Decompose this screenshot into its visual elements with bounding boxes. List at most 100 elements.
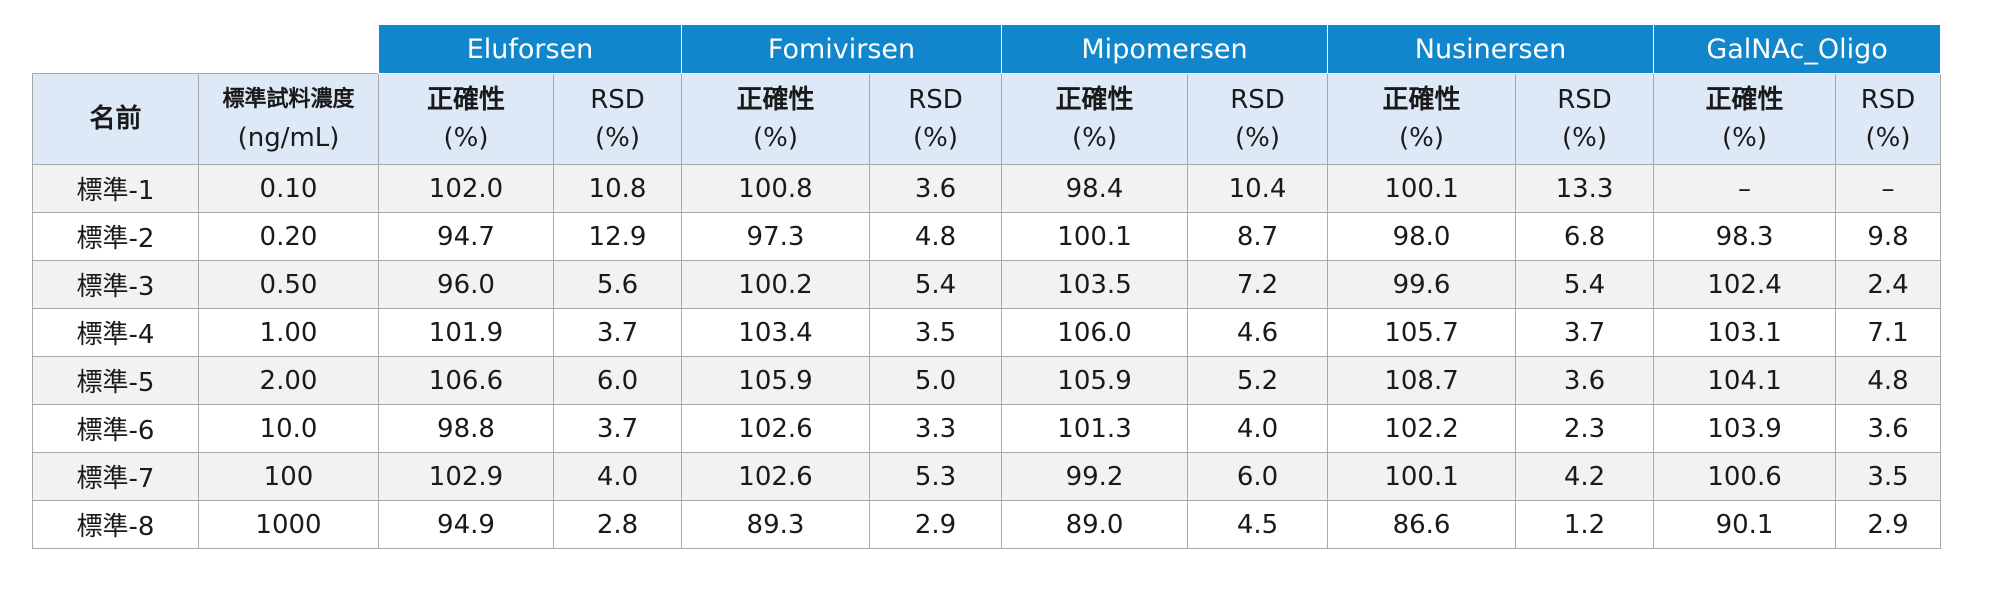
rsd-cell: 3.3 — [868, 404, 1003, 453]
accuracy-cell: 98.0 — [1327, 212, 1517, 261]
standard-name-cell: 標準-7 — [32, 452, 199, 501]
accuracy-header-label: 正確性 — [1705, 85, 1784, 115]
table-row: 標準-4 1.00 101.9 3.7 103.4 3.5 106.0 4.6 105.7 3.7… — [32, 308, 1942, 357]
concentration-cell: 10.0 — [198, 404, 379, 453]
accuracy-header-label: 正確性 — [736, 85, 815, 115]
accuracy-cell: 102.4 — [1653, 260, 1837, 309]
accuracy-cell: 98.4 — [1001, 164, 1189, 213]
table-row: 標準-1 0.10 102.0 10.8 100.8 3.6 98.4 10.4 100.1 13… — [32, 164, 1942, 213]
standard-name-cell: 標準-3 — [32, 260, 199, 309]
rsd-column-header: RSD (%) — [1187, 73, 1329, 165]
standard-name-cell: 標準-1 — [32, 164, 199, 213]
standard-name-cell: 標準-4 — [32, 308, 199, 357]
accuracy-header-label: 正確性 — [1055, 85, 1134, 115]
concentration-cell: 0.50 — [198, 260, 379, 309]
rsd-header-label: RSD — [908, 85, 963, 115]
concentration-cell: 1000 — [198, 500, 379, 549]
concentration-column-header: 標準試料濃度 (ng/mL) — [198, 73, 379, 165]
accuracy-header-label: 正確性 — [426, 85, 505, 115]
accuracy-cell: 100.1 — [1327, 452, 1517, 501]
rsd-cell: 3.7 — [553, 404, 682, 453]
accuracy-cell: 89.0 — [1001, 500, 1189, 549]
rsd-cell: 1.2 — [1515, 500, 1655, 549]
accuracy-header-unit: (%) — [753, 123, 798, 153]
accuracy-cell: 102.9 — [378, 452, 554, 501]
rsd-header-unit: (%) — [595, 123, 640, 153]
rsd-cell: 4.2 — [1515, 452, 1655, 501]
table-row: 標準-8 1000 94.9 2.8 89.3 2.9 89.0 4.5 86.6 1.2 90.1… — [32, 500, 1942, 549]
rsd-header-unit: (%) — [1562, 123, 1608, 153]
rsd-column-header: RSD (%) — [868, 73, 1003, 165]
accuracy-cell: 90.1 — [1653, 500, 1837, 549]
accuracy-cell: 103.9 — [1653, 404, 1837, 453]
concentration-cell: 100 — [198, 452, 379, 501]
accuracy-cell: 103.1 — [1653, 308, 1837, 357]
accuracy-cell: 94.9 — [378, 500, 554, 549]
blank-corner — [32, 24, 379, 74]
rsd-cell: 13.3 — [1515, 164, 1655, 213]
accuracy-cell: 104.1 — [1653, 356, 1837, 405]
rsd-header-label: RSD — [1230, 85, 1285, 115]
concentration-header-label: 標準試料濃度 — [222, 87, 355, 112]
accuracy-column-header: 正確性 (%) — [1653, 73, 1837, 165]
rsd-cell: 3.5 — [868, 308, 1003, 357]
rsd-column-header: RSD (%) — [553, 73, 682, 165]
rsd-cell: – — [1835, 164, 1942, 213]
accuracy-cell: 103.4 — [681, 308, 870, 357]
table-row: 標準-6 10.0 98.8 3.7 102.6 3.3 101.3 4.0 102.2 2.3 1… — [32, 404, 1942, 453]
rsd-cell: 3.6 — [1835, 404, 1942, 453]
column-header-row: 名前 標準試料濃度 (ng/mL) 正確性 (%) RSD (%) 正確性 (%) RSD (… — [32, 73, 1942, 165]
accuracy-cell: 100.6 — [1653, 452, 1837, 501]
rsd-cell: 4.6 — [1187, 308, 1329, 357]
rsd-header-unit: (%) — [913, 123, 958, 153]
rsd-cell: 3.7 — [553, 308, 682, 357]
accuracy-header-unit: (%) — [1722, 123, 1768, 153]
rsd-cell: 7.1 — [1835, 308, 1942, 357]
rsd-header-unit: (%) — [1865, 123, 1911, 153]
accuracy-cell: 86.6 — [1327, 500, 1517, 549]
rsd-cell: 5.6 — [553, 260, 682, 309]
accuracy-cell: 101.9 — [378, 308, 554, 357]
standard-name-cell: 標準-8 — [32, 500, 199, 549]
rsd-cell: 2.9 — [868, 500, 1003, 549]
accuracy-cell: 105.7 — [1327, 308, 1517, 357]
rsd-cell: 6.8 — [1515, 212, 1655, 261]
table-body: 標準-1 0.10 102.0 10.8 100.8 3.6 98.4 10.4 100.1 13… — [32, 164, 1942, 549]
accuracy-header-unit: (%) — [443, 123, 489, 153]
rsd-cell: 4.8 — [868, 212, 1003, 261]
accuracy-cell: 102.0 — [378, 164, 554, 213]
standard-name-cell: 標準-5 — [32, 356, 199, 405]
accuracy-column-header: 正確性 (%) — [681, 73, 870, 165]
rsd-cell: 10.8 — [553, 164, 682, 213]
accuracy-cell: 105.9 — [681, 356, 870, 405]
accuracy-cell: 102.6 — [681, 404, 870, 453]
accuracy-column-header: 正確性 (%) — [378, 73, 554, 165]
rsd-cell: 2.9 — [1835, 500, 1942, 549]
accuracy-cell: 97.3 — [681, 212, 870, 261]
rsd-column-header: RSD (%) — [1515, 73, 1655, 165]
rsd-cell: 6.0 — [553, 356, 682, 405]
accuracy-header-unit: (%) — [1399, 123, 1445, 153]
rsd-cell: 6.0 — [1187, 452, 1329, 501]
group-header-galnac-oligo: GalNAc_Oligo — [1653, 24, 1942, 74]
concentration-cell: 1.00 — [198, 308, 379, 357]
accuracy-cell: 103.5 — [1001, 260, 1189, 309]
accuracy-cell: 98.8 — [378, 404, 554, 453]
rsd-cell: 3.6 — [1515, 356, 1655, 405]
accuracy-cell: 100.1 — [1327, 164, 1517, 213]
standards-table: Eluforsen Fomivirsen Mipomersen Nusiners… — [32, 24, 1942, 549]
group-header-row: Eluforsen Fomivirsen Mipomersen Nusiners… — [32, 24, 1942, 74]
accuracy-cell: 89.3 — [681, 500, 870, 549]
accuracy-column-header: 正確性 (%) — [1327, 73, 1517, 165]
accuracy-cell: 94.7 — [378, 212, 554, 261]
rsd-cell: 5.2 — [1187, 356, 1329, 405]
accuracy-cell: 108.7 — [1327, 356, 1517, 405]
accuracy-cell: 106.6 — [378, 356, 554, 405]
accuracy-cell: 99.2 — [1001, 452, 1189, 501]
rsd-cell: 7.2 — [1187, 260, 1329, 309]
rsd-cell: 5.0 — [868, 356, 1003, 405]
rsd-cell: 4.0 — [553, 452, 682, 501]
accuracy-cell: 102.6 — [681, 452, 870, 501]
accuracy-cell: 105.9 — [1001, 356, 1189, 405]
rsd-cell: 10.4 — [1187, 164, 1329, 213]
